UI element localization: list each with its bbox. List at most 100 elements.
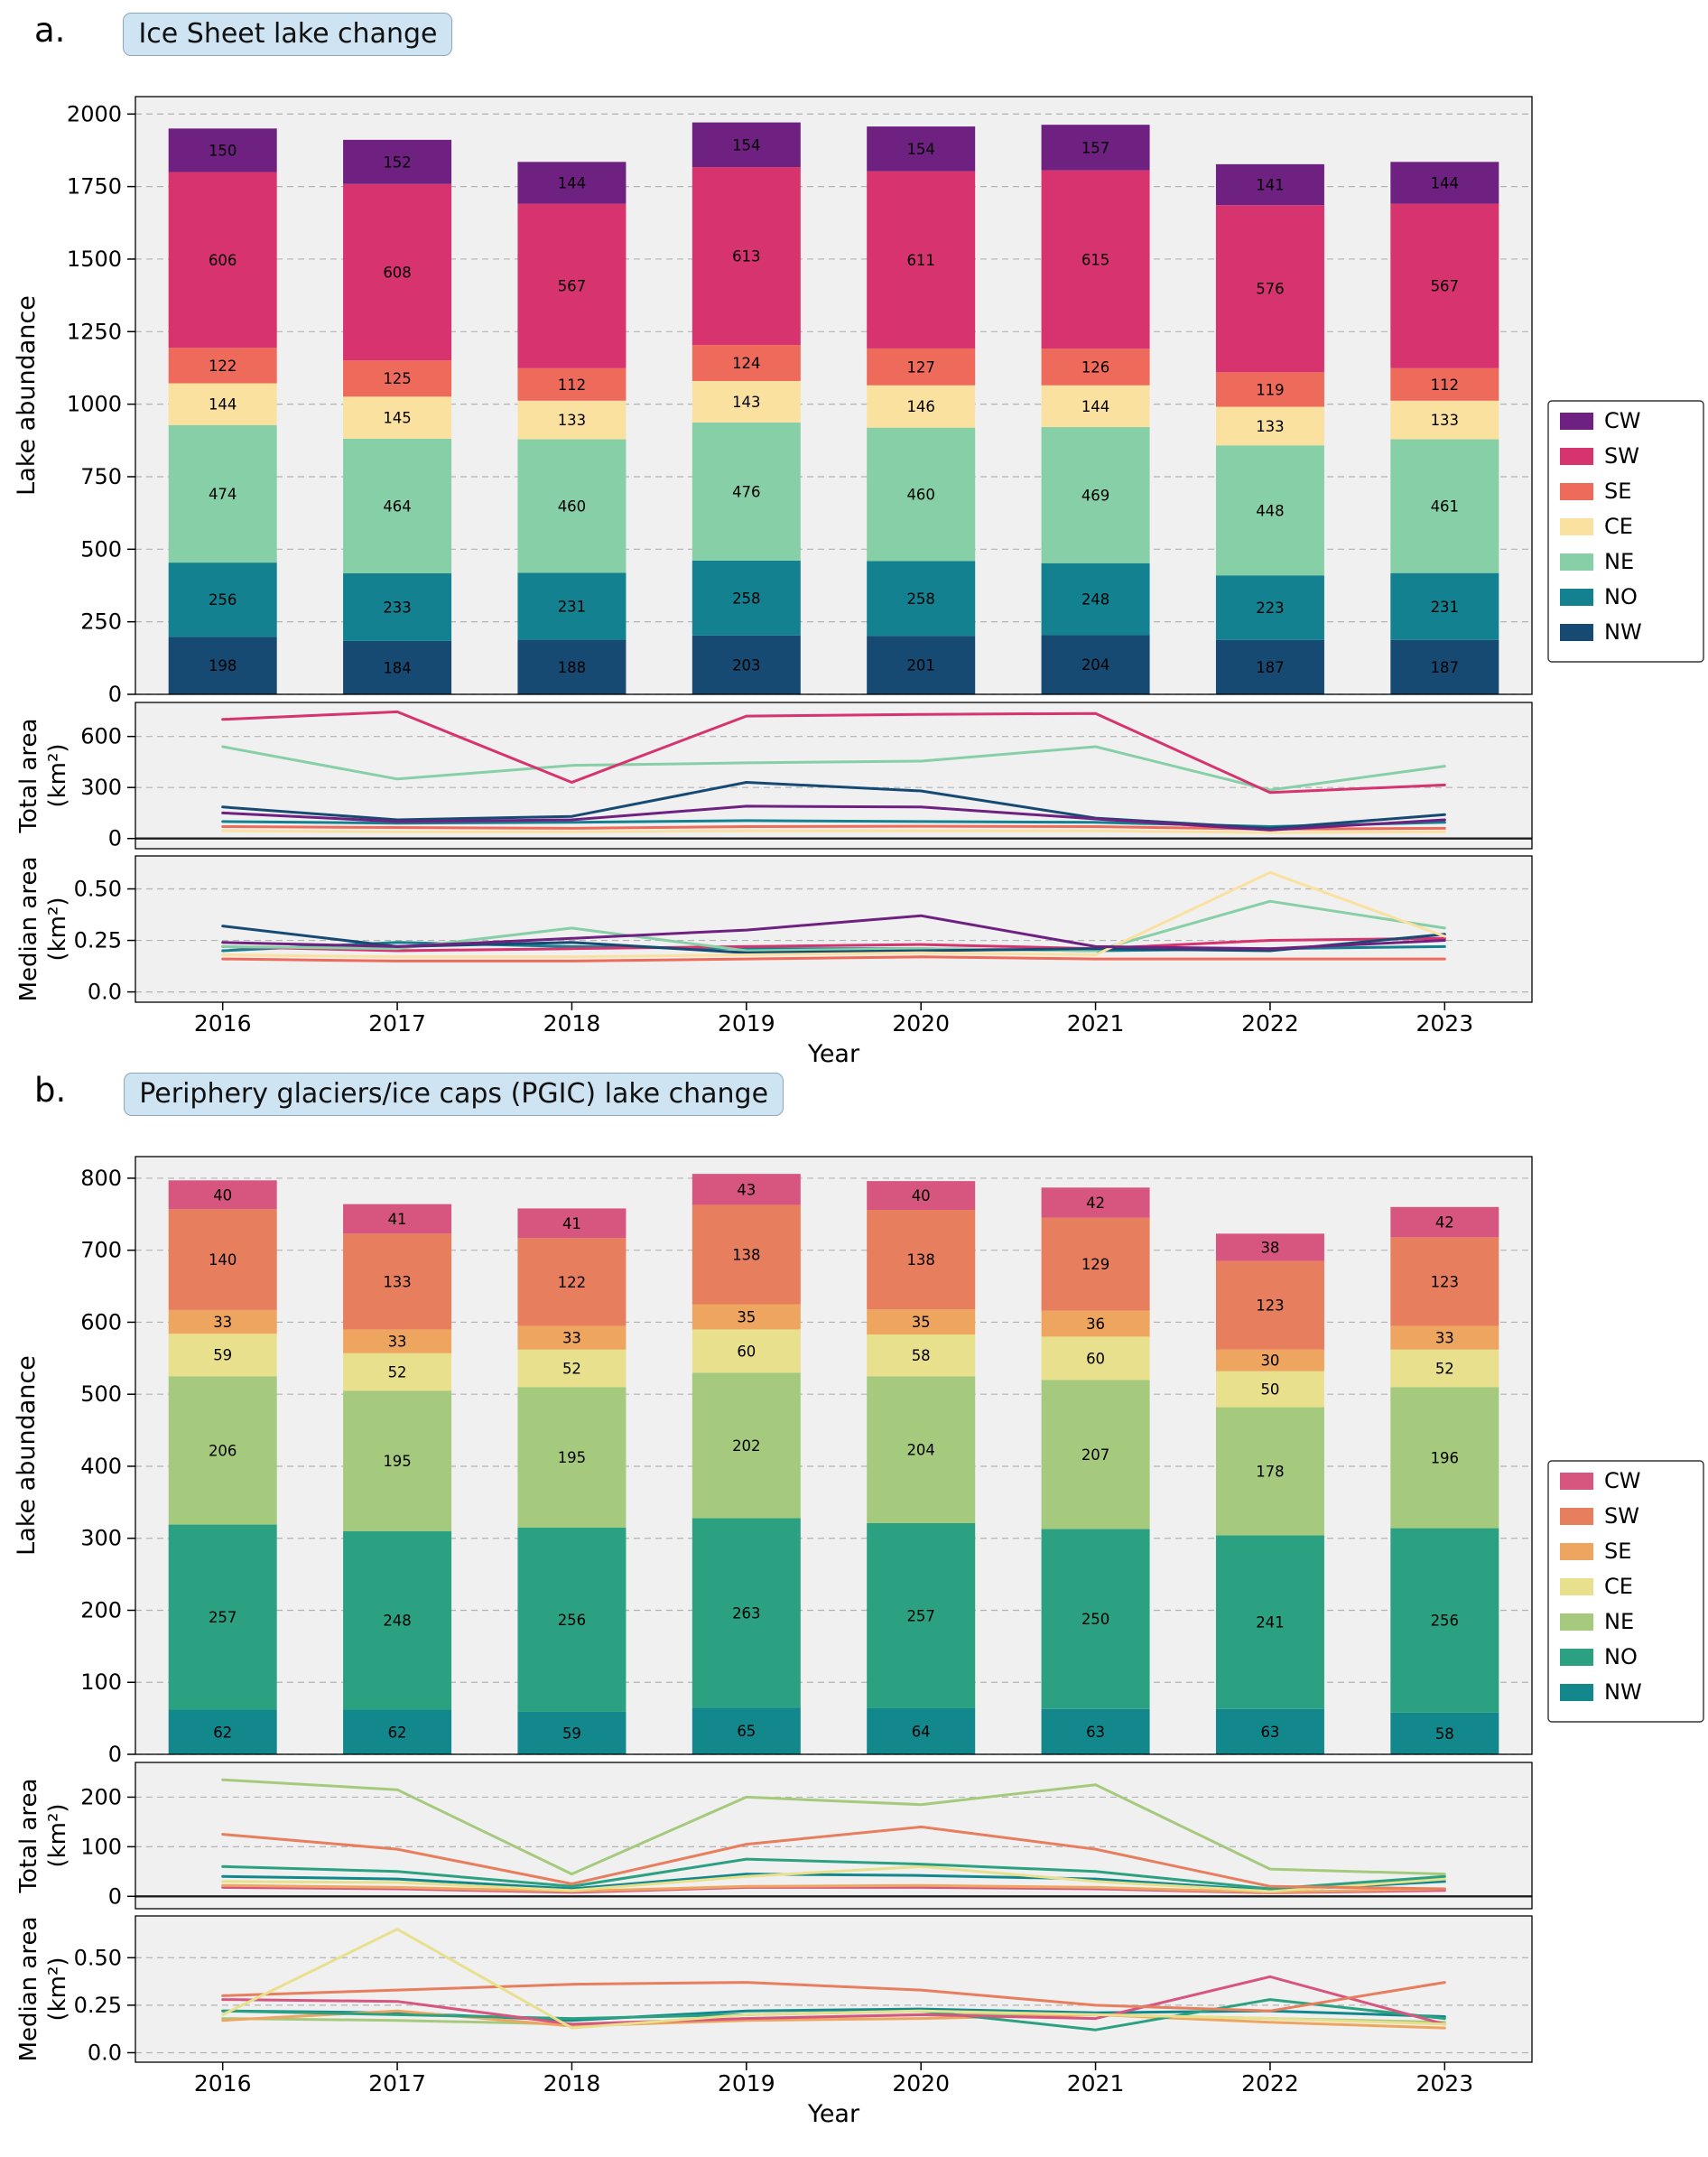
median-area-line-ce — [221, 1928, 1446, 2030]
median-area-line-sw — [221, 1981, 1446, 2013]
bar-value-label: 567 — [1431, 278, 1460, 295]
y-tick-label: 0.50 — [74, 877, 122, 902]
bar-value-label: 65 — [737, 1723, 756, 1740]
bar-value-label: 64 — [912, 1723, 931, 1740]
bar-value-label: 52 — [388, 1363, 407, 1381]
bar-value-label: 62 — [213, 1724, 232, 1741]
total-area-line-ne — [221, 1778, 1446, 1876]
bar-segment-ce — [1390, 400, 1499, 440]
median-area-line-se — [221, 955, 1446, 962]
legend-swatch-sw — [1560, 448, 1593, 465]
bar-value-label: 469 — [1081, 487, 1110, 504]
legend-swatch-nw — [1560, 624, 1593, 641]
bar-value-label: 35 — [737, 1308, 756, 1325]
bar-segment-sw — [343, 183, 452, 361]
y-tick-label: 1500 — [67, 246, 122, 272]
bar-segment-se — [168, 348, 277, 384]
bar-value-label: 60 — [1086, 1350, 1105, 1367]
bar-value-label: 124 — [732, 355, 761, 372]
bar-segment-sw — [1041, 170, 1150, 349]
bar-value-label: 138 — [732, 1246, 761, 1263]
y-tick-label: 1750 — [67, 174, 122, 200]
bar-segment-sw — [692, 1204, 801, 1305]
bar-value-label: 42 — [1086, 1195, 1105, 1212]
total-area-line-sw — [221, 1825, 1446, 1891]
bar-segment-ce — [1390, 1349, 1499, 1388]
bar-segment-sw — [517, 1238, 627, 1326]
bar-segment-se — [517, 1325, 627, 1350]
legend-swatch-cw — [1560, 1473, 1593, 1490]
bar-segment-no — [1390, 1528, 1499, 1713]
x-tick-label: 2019 — [718, 1010, 775, 1037]
x-tick-label: 2017 — [368, 2070, 426, 2097]
bar-segment-no — [867, 1522, 976, 1708]
panel-a-chart: 0250500750100012501500175020001982564741… — [13, 96, 1704, 1068]
bar-segment-no — [168, 1524, 277, 1710]
median-area-line-se — [221, 2009, 1446, 2030]
bar-segment-cw — [692, 1174, 801, 1205]
total-y-axis-label-units: (km²) — [44, 1803, 71, 1867]
bar-segment-se — [692, 1304, 801, 1330]
median-area-background — [135, 1916, 1532, 2062]
axes-border — [135, 1762, 1533, 1910]
bar-value-label: 133 — [1256, 418, 1285, 435]
panel-a-letter: a. — [34, 11, 66, 50]
y-tick-label: 750 — [80, 464, 122, 489]
bar-segment-cw — [1390, 162, 1499, 204]
bar-value-label: 187 — [1256, 659, 1285, 676]
bar-value-label: 138 — [906, 1251, 935, 1269]
bar-value-label: 263 — [732, 1604, 761, 1622]
bar-segment-ce — [867, 1334, 976, 1377]
bar-segment-cw — [1041, 125, 1150, 171]
bar-segment-ce — [1041, 1336, 1150, 1381]
bar-segment-sw — [692, 167, 801, 346]
bar-segment-ce — [867, 385, 976, 428]
bar-segment-sw — [168, 1209, 277, 1310]
bar-segment-nw — [168, 1709, 277, 1754]
bar-value-label: 41 — [388, 1211, 407, 1228]
legend-swatch-ne — [1560, 1613, 1593, 1631]
bar-value-label: 248 — [1081, 591, 1110, 609]
bar-value-label: 38 — [1260, 1239, 1279, 1256]
bar-value-label: 58 — [1435, 1725, 1454, 1743]
bar-value-label: 33 — [213, 1314, 232, 1331]
x-tick-label: 2018 — [543, 1010, 601, 1037]
y-tick-label: 200 — [80, 1597, 122, 1622]
bar-segment-ne — [1390, 1387, 1499, 1529]
bar-segment-cw — [343, 139, 452, 184]
bar-segment-no — [692, 1518, 801, 1708]
median-area-line-cw — [221, 1975, 1446, 2026]
panel-b-title: Periphery glaciers/ice caps (PGIC) lake … — [124, 1073, 784, 1116]
x-tick-label: 2021 — [1067, 1010, 1125, 1037]
bar-value-label: 154 — [732, 136, 761, 153]
bar-segment-ce — [343, 396, 452, 439]
bar-value-label: 257 — [906, 1607, 935, 1624]
bar-segment-cw — [1215, 163, 1324, 206]
bar-segment-nw — [343, 640, 452, 694]
bar-value-label: 63 — [1086, 1724, 1105, 1741]
bar-segment-no — [168, 562, 277, 637]
bar-segment-cw — [517, 162, 627, 204]
legend-swatch-nw — [1560, 1684, 1593, 1701]
bar-value-label: 576 — [1256, 281, 1285, 298]
bar-segment-ce — [692, 1329, 801, 1373]
panel-b-header: b. Periphery glaciers/ice caps (PGIC) la… — [34, 1072, 1708, 1125]
bar-value-label: 606 — [209, 252, 237, 269]
legend-label-ce: CE — [1604, 1574, 1633, 1599]
bar-segment-no — [867, 561, 976, 637]
legend-label-ne: NE — [1604, 1609, 1634, 1634]
axes-border — [135, 1156, 1533, 1755]
bar-value-label: 123 — [1256, 1297, 1285, 1315]
bar-value-label: 476 — [732, 483, 761, 500]
median-area-background — [135, 856, 1532, 1002]
x-tick-label: 2021 — [1067, 2070, 1125, 2097]
bar-segment-nw — [168, 637, 277, 694]
bar-segment-ne — [168, 424, 277, 563]
legend-label-ne: NE — [1604, 549, 1634, 574]
bar-value-label: 144 — [558, 174, 587, 191]
bar-value-label: 241 — [1256, 1614, 1285, 1632]
bar-segment-cw — [168, 1180, 277, 1210]
bar-value-label: 188 — [558, 659, 587, 676]
y-tick-label: 700 — [80, 1238, 122, 1263]
